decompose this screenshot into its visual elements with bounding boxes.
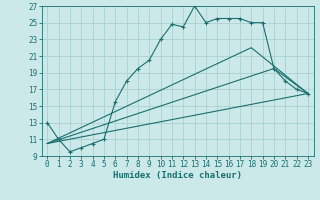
X-axis label: Humidex (Indice chaleur): Humidex (Indice chaleur) xyxy=(113,171,242,180)
